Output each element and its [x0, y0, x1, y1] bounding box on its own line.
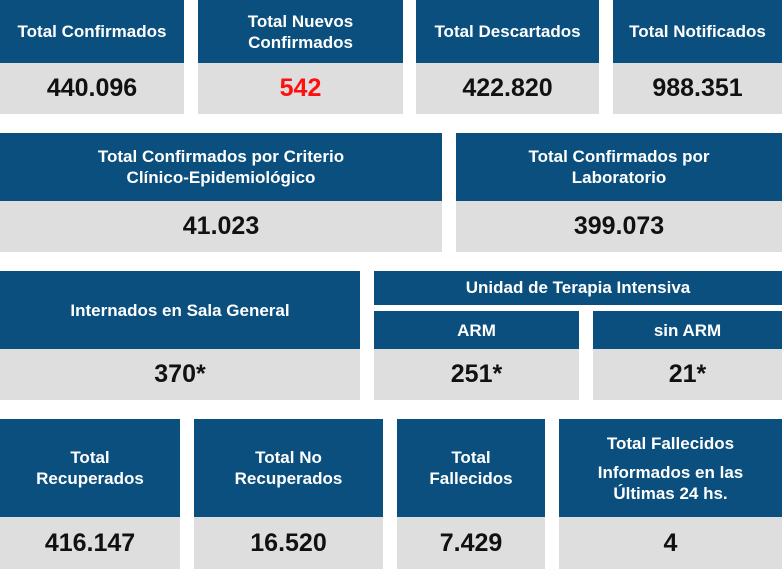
card-uti-arm: ARM 251* [374, 311, 579, 400]
card-label: Total Confirmados [0, 0, 184, 63]
card-total-fallecidos: Total Fallecidos 7.429 [397, 419, 545, 569]
card-label: Total Confirmados por Laboratorio [456, 133, 782, 201]
card-confirmados-laboratorio: Total Confirmados por Laboratorio 399.07… [456, 133, 782, 252]
card-label: sin ARM [593, 311, 782, 349]
card-total-confirmados: Total Confirmados 440.096 [0, 0, 184, 114]
card-confirmados-criterio-clinico: Total Confirmados por Criterio Clínico-E… [0, 133, 442, 252]
card-total-no-recuperados: Total No Recuperados 16.520 [194, 419, 383, 569]
card-label: Total Nuevos Confirmados [198, 0, 403, 63]
card-label: Total Fallecidos [606, 433, 735, 453]
card-value: 416.147 [0, 517, 180, 569]
uti-title: Unidad de Terapia Intensiva [374, 271, 782, 305]
card-value: 41.023 [0, 201, 442, 252]
card-value: 422.820 [416, 63, 599, 114]
card-value: 440.096 [0, 63, 184, 114]
card-internados-sala-general: Internados en Sala General 370* [0, 271, 360, 400]
card-value: 16.520 [194, 517, 383, 569]
card-label: Total Recuperados [0, 419, 180, 517]
card-label: Total Notificados [613, 0, 782, 63]
card-total-descartados: Total Descartados 422.820 [416, 0, 599, 114]
card-value: 21* [593, 349, 782, 400]
card-label: Internados en Sala General [0, 271, 360, 349]
card-total-notificados: Total Notificados 988.351 [613, 0, 782, 114]
card-fallecidos-ultimas-24hs: Total Fallecidos Informados en las Últim… [559, 419, 782, 569]
card-label: Total Confirmados por Criterio Clínico-E… [0, 133, 442, 201]
card-value: 251* [374, 349, 579, 400]
card-sublabel: Informados en las Últimas 24 hs. [597, 462, 744, 503]
card-total-nuevos-confirmados: Total Nuevos Confirmados 542 [198, 0, 403, 114]
card-value: 542 [198, 63, 403, 114]
card-label: Total Descartados [416, 0, 599, 63]
card-uti-sin-arm: sin ARM 21* [593, 311, 782, 400]
card-value: 7.429 [397, 517, 545, 569]
card-value: 399.073 [456, 201, 782, 252]
card-label: ARM [374, 311, 579, 349]
card-value: 988.351 [613, 63, 782, 114]
card-label: Total No Recuperados [194, 419, 383, 517]
card-value: 4 [559, 517, 782, 569]
card-label: Total Fallecidos [397, 419, 545, 517]
card-total-recuperados: Total Recuperados 416.147 [0, 419, 180, 569]
card-value: 370* [0, 349, 360, 400]
card-label-group: Total Fallecidos Informados en las Últim… [559, 419, 782, 517]
